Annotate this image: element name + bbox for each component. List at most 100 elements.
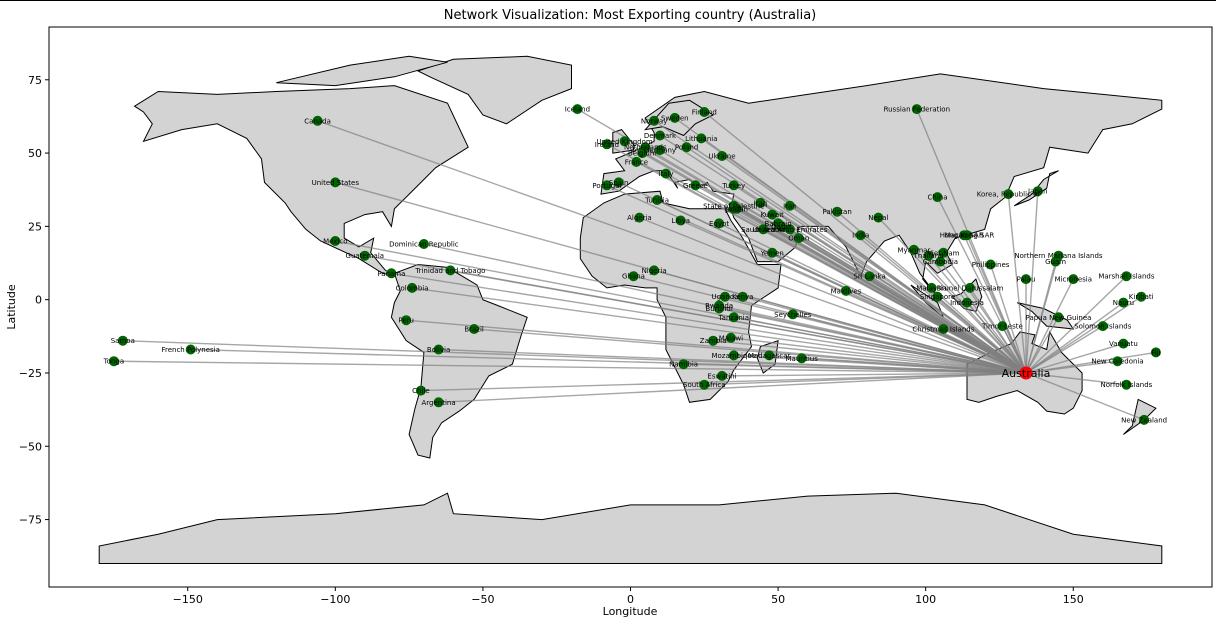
node-fiji bbox=[1150, 347, 1161, 358]
edge-tanzania bbox=[733, 316, 1027, 374]
node-myanmar bbox=[908, 244, 919, 255]
node-spain bbox=[613, 177, 624, 188]
node-label-saudi-arabia: Saudi Arabia bbox=[741, 226, 785, 234]
node-papua-new-guinea bbox=[1053, 312, 1064, 323]
node-label-guam: Guam bbox=[1045, 258, 1066, 266]
node-label-seychelles: Seychelles bbox=[774, 311, 812, 319]
node-dominican-republic bbox=[418, 239, 429, 249]
node-label-christmas-islands: Christmas Islands bbox=[912, 326, 974, 334]
node-germany bbox=[655, 145, 665, 156]
node-label-italy: Italy bbox=[658, 170, 673, 178]
node-brazil bbox=[469, 324, 480, 334]
node-argentina bbox=[433, 397, 444, 408]
node-trinidad-and-tobago bbox=[445, 265, 456, 276]
node-label-denmark: Denmark bbox=[644, 132, 677, 140]
node-iceland bbox=[572, 104, 583, 115]
node-label-samoa: Samoa bbox=[111, 337, 135, 345]
edge-namibia bbox=[683, 363, 1027, 374]
node-cambodia bbox=[935, 256, 946, 267]
node-label-south-africa: South Africa bbox=[683, 381, 726, 389]
node-label-namibia: Namibia bbox=[669, 361, 698, 369]
node-singapore bbox=[932, 291, 943, 302]
node-namibia bbox=[678, 359, 689, 370]
node-label-poland: Poland bbox=[675, 144, 698, 152]
node-label-yemen: Yemen bbox=[760, 249, 784, 257]
edge-argentina bbox=[438, 372, 1027, 403]
node-label-iraq: Iraq bbox=[754, 199, 768, 207]
node-korea-republic-of bbox=[1003, 189, 1014, 200]
node-finland bbox=[699, 107, 710, 117]
node-label-sweden: Sweden bbox=[661, 114, 689, 122]
edge-solomon-islands bbox=[1025, 325, 1104, 374]
node-label-kiribati: Kiribati bbox=[1129, 293, 1154, 301]
node-tanzania bbox=[728, 312, 739, 323]
node-label-argentina: Argentina bbox=[422, 399, 456, 407]
land-north-america bbox=[133, 85, 469, 277]
node-label-norway: Norway bbox=[641, 117, 668, 125]
node-colombia bbox=[407, 282, 418, 293]
node-philippines bbox=[985, 259, 996, 270]
edge-jordan bbox=[736, 208, 1027, 374]
edge-canada bbox=[317, 120, 1027, 374]
node-ghana bbox=[628, 271, 639, 282]
node-label-portugal: Portugal bbox=[592, 182, 621, 190]
node-japan bbox=[1032, 186, 1043, 197]
node-new-caledonia bbox=[1112, 356, 1123, 367]
node-burundi bbox=[714, 303, 725, 314]
y-tick-label: −50 bbox=[19, 440, 42, 453]
node-label-new-zealand: New Zealand bbox=[1121, 416, 1167, 424]
window-top-border bbox=[0, 0, 1216, 1]
node-label-qatar: Qatar bbox=[771, 223, 791, 231]
node-viet-nam bbox=[938, 247, 949, 258]
node-label-myanmar: Myanmar bbox=[897, 246, 930, 254]
node-label-brazil: Brazil bbox=[464, 326, 484, 334]
node-label-tunisia: Tunisia bbox=[644, 197, 669, 205]
node-label-eswatini: Eswatini bbox=[707, 372, 736, 380]
node-label-kuwait: Kuwait bbox=[761, 211, 785, 219]
node-label-state-of-palestine: State of Palestine bbox=[703, 202, 764, 210]
y-axis-ticks: −75 −50 −25 0 25 50 75 bbox=[19, 74, 49, 527]
node-label-canada: Canada bbox=[304, 117, 331, 125]
edge-kiribati bbox=[1025, 296, 1142, 374]
node-russian-federation bbox=[911, 104, 922, 115]
node-christmas-islands bbox=[938, 324, 949, 334]
edge-norfolk-islands bbox=[1025, 372, 1127, 386]
node-label-united-arab-emirates: United Arab Emirates bbox=[752, 226, 827, 234]
x-tick-label: −100 bbox=[320, 593, 350, 606]
node-label-new-caledonia: New Caledonia bbox=[1091, 358, 1143, 366]
node-label-bahrain: Bahrain bbox=[765, 220, 792, 228]
edge-indonesia bbox=[966, 302, 1027, 374]
node-united-arab-emirates bbox=[784, 224, 795, 235]
node-label-hong-kong-sar: Hong Kong SAR bbox=[940, 232, 995, 240]
edge-oman bbox=[798, 237, 1027, 374]
edge-colombia bbox=[412, 287, 1027, 374]
node-jordan bbox=[731, 203, 742, 214]
node-label-netherlands: Netherlands bbox=[624, 144, 667, 152]
node-label-fiji: Fiji bbox=[1151, 349, 1160, 357]
node-seychelles bbox=[787, 309, 798, 320]
edge-micronesia bbox=[1025, 278, 1074, 374]
y-tick-label: 25 bbox=[28, 220, 42, 233]
node-panama bbox=[386, 268, 397, 279]
node-mozambique bbox=[728, 350, 739, 361]
node-label-uganda: Uganda bbox=[711, 293, 738, 301]
node-label-ireland: Ireland bbox=[595, 141, 619, 149]
node-malaysia bbox=[926, 282, 937, 293]
node-vanuatu bbox=[1118, 338, 1129, 349]
node-label-france: France bbox=[625, 158, 648, 166]
x-tick-label: −150 bbox=[173, 593, 203, 606]
node-label-maldives: Maldives bbox=[831, 287, 862, 295]
node-peru bbox=[401, 315, 412, 326]
node-libya bbox=[675, 215, 686, 226]
edge-sri-lanka bbox=[869, 275, 1027, 374]
node-label-ukraine: Ukraine bbox=[708, 153, 735, 161]
node-label-korea-republic-of: Korea, Republic of bbox=[977, 191, 1041, 199]
x-tick-label: 150 bbox=[1063, 593, 1084, 606]
node-label-french-polynesia: French Polynesia bbox=[161, 346, 219, 354]
edge-papua-new-guinea bbox=[1025, 316, 1060, 374]
node-solomon-islands bbox=[1097, 321, 1108, 332]
edge-tunisia bbox=[656, 199, 1027, 374]
x-tick-label: 50 bbox=[771, 593, 785, 606]
node-label-spain: Spain bbox=[609, 179, 629, 187]
edge-maldives bbox=[845, 290, 1027, 374]
